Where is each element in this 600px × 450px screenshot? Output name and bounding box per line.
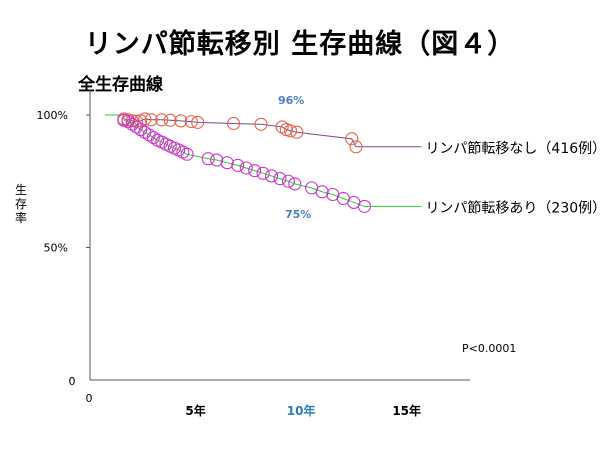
series-1-point (275, 120, 289, 134)
series-2-point (201, 152, 215, 166)
series-2-point (248, 164, 262, 178)
series-2-point (146, 130, 160, 145)
series-1-label: リンパ節転移なし（416例） (425, 140, 600, 157)
series-2-point (288, 177, 302, 191)
y-axis-label: 生存率 (14, 183, 27, 225)
series-1-point (284, 124, 298, 138)
series-2-point (180, 147, 194, 161)
series-2-point (265, 169, 279, 183)
series-2-point (256, 166, 270, 180)
series-1-point (144, 113, 158, 127)
y-tick-label: 50% (44, 242, 68, 255)
series-1-point (155, 113, 169, 127)
p-value: P<0.0001 (462, 342, 516, 355)
series-2-point (273, 172, 287, 186)
x-tick-label: 0 (86, 392, 93, 405)
series-1-point (349, 140, 363, 154)
series-1-point (191, 115, 205, 129)
annotation-96: 96% (278, 94, 304, 107)
series-2-point (281, 174, 295, 188)
series-1-point (227, 116, 241, 131)
series-2-point (315, 185, 329, 199)
y-tick-label: 100% (37, 109, 68, 122)
series-1-point (290, 125, 304, 139)
series-1-point (184, 115, 198, 129)
series-2-point (231, 158, 245, 172)
series-2-point (220, 156, 234, 170)
annotation-75: 75% (285, 208, 311, 221)
chart-title: 全生存曲線 (78, 75, 163, 95)
y-tick-label: 0 (69, 375, 76, 388)
series-2-point (239, 161, 253, 175)
x-tick-label: 10年 (287, 403, 316, 418)
series-2-label: リンパ節転移あり（230例） (425, 199, 600, 216)
x-tick-label: 5年 (185, 403, 205, 418)
series-1-point (174, 114, 188, 128)
series-2-point (357, 199, 371, 213)
series-1-point (163, 113, 177, 127)
series-1-point (254, 117, 268, 131)
series-1-point (345, 132, 359, 146)
slide-title: リンパ節転移別 生存曲線（図４） (84, 29, 516, 60)
series-2-point (210, 153, 224, 167)
x-tick-label: 15年 (392, 403, 421, 418)
